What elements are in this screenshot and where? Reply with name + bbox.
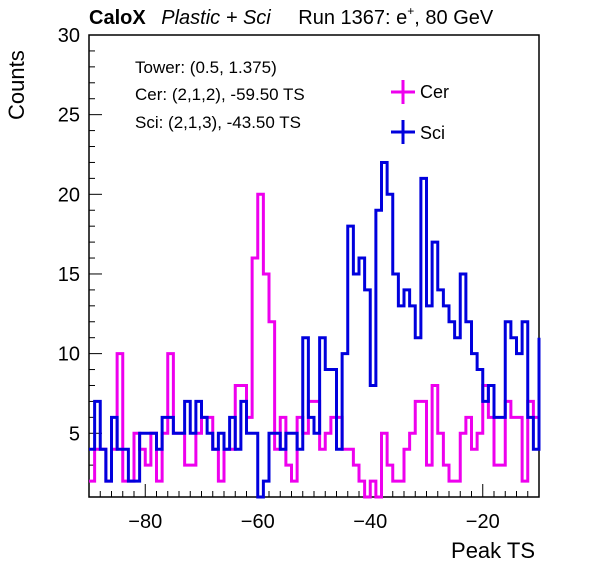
run-suffix: , 80 GeV	[414, 7, 494, 29]
series-sci-line	[89, 160, 541, 499]
legend-cer-label: Cer	[420, 82, 449, 102]
chart-header: CaloX Plastic + Sci Run 1367: e+, 80 GeV	[89, 4, 494, 29]
x-tick-label: −60	[241, 511, 275, 533]
x-tick-label: −40	[353, 511, 387, 533]
info-cer: Cer: (2,1,2), -59.50 TS	[135, 85, 305, 104]
run-sup: +	[407, 4, 414, 18]
y-tick-label: 15	[58, 264, 80, 286]
info-sci: Sci: (2,1,3), -43.50 TS	[135, 113, 301, 132]
legend: Cer Sci	[391, 80, 449, 144]
legend-entry-cer: Cer	[391, 80, 449, 104]
y-tick-label: 5	[69, 423, 80, 445]
x-tick-label: −80	[128, 511, 162, 533]
info-tower: Tower: (0.5, 1.375)	[135, 58, 277, 77]
run-label: Run 1367: e	[298, 7, 407, 29]
series-layer	[89, 160, 541, 499]
y-tick-label: 10	[58, 344, 80, 366]
y-tick-label: 25	[58, 105, 80, 127]
y-tick-label: 20	[58, 184, 80, 206]
config-label: Plastic + Sci	[161, 7, 271, 29]
y-tick-label: 30	[58, 25, 80, 47]
x-tick-label: −20	[466, 511, 500, 533]
brand-label: CaloX	[89, 7, 146, 29]
x-axis-title: Peak TS	[451, 538, 535, 563]
axis-ticks: −80 −60 −40 −20 5 10 15 20 25 30	[58, 25, 540, 533]
legend-sci-label: Sci	[420, 123, 445, 143]
y-axis-title: Counts	[4, 50, 29, 120]
legend-entry-sci: Sci	[391, 120, 445, 144]
